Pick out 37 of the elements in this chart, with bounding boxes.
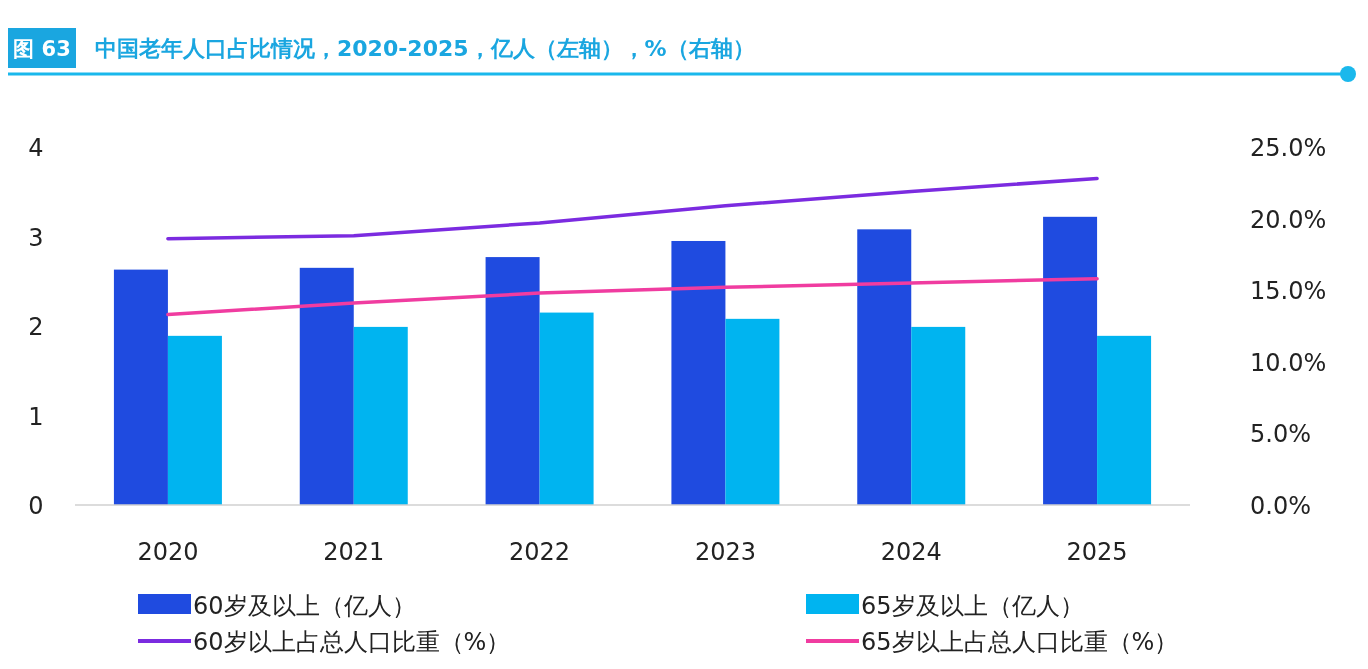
x-tick-label: 2020 bbox=[137, 538, 199, 566]
y-tick-label: 0 bbox=[28, 492, 44, 520]
bar bbox=[485, 257, 540, 505]
y2-tick-label: 5.0% bbox=[1250, 420, 1311, 449]
y-tick-label: 2 bbox=[28, 313, 44, 341]
bar bbox=[725, 318, 780, 505]
bar bbox=[1097, 335, 1152, 505]
bar bbox=[353, 326, 408, 505]
bar bbox=[857, 229, 912, 505]
x-tick-label: 2024 bbox=[880, 538, 942, 566]
bar bbox=[671, 240, 726, 505]
y2-tick-label: 25.0% bbox=[1250, 134, 1327, 162]
bar bbox=[113, 269, 168, 505]
x-tick-label: 2025 bbox=[1066, 538, 1128, 566]
caption: 图 63 bbox=[13, 37, 71, 61]
chart-title: 中国老年人口占比情况，2020-2025，亿人（左轴），%（右轴） bbox=[95, 36, 755, 61]
legend-label: 60岁及以上（亿人） bbox=[193, 592, 416, 620]
legend-label: 65岁以上占总人口比重（%） bbox=[861, 628, 1179, 656]
x-tick-label: 2021 bbox=[323, 538, 385, 566]
y-tick-label: 4 bbox=[28, 134, 44, 162]
x-tick-label: 2022 bbox=[509, 538, 571, 566]
y-tick-label: 3 bbox=[28, 223, 44, 252]
bar bbox=[1043, 216, 1098, 505]
y2-tick-label: 10.0% bbox=[1250, 348, 1327, 377]
bar bbox=[299, 267, 354, 505]
y2-tick-label: 0.0% bbox=[1250, 492, 1311, 520]
y-tick-label: 1 bbox=[28, 402, 44, 431]
y2-tick-label: 20.0% bbox=[1250, 205, 1327, 234]
x-tick-label: 2023 bbox=[694, 538, 756, 566]
legend-label: 65岁及以上（亿人） bbox=[861, 592, 1084, 620]
legend-label: 60岁以上占总人口比重（%） bbox=[193, 628, 511, 656]
bar bbox=[167, 335, 222, 505]
bar bbox=[539, 312, 594, 505]
line-series bbox=[166, 176, 1099, 241]
line-series bbox=[166, 276, 1099, 317]
y2-tick-label: 15.0% bbox=[1250, 277, 1327, 306]
bar bbox=[911, 326, 966, 505]
